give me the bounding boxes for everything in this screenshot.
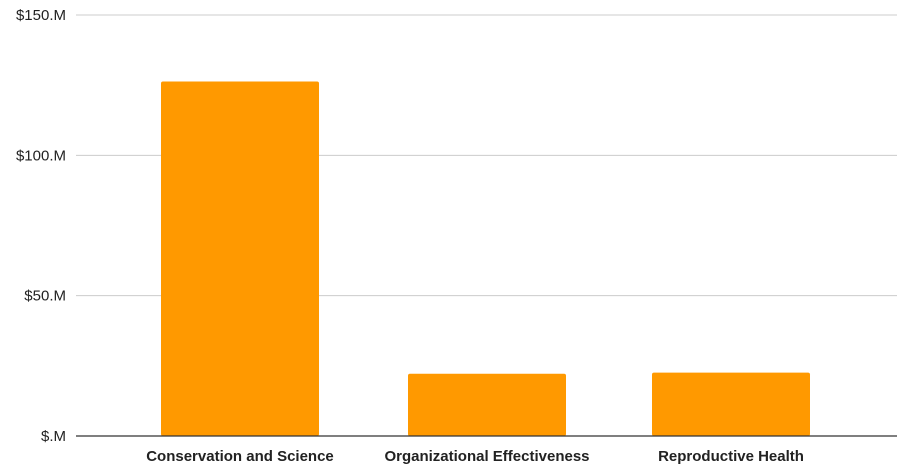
bars (161, 81, 810, 436)
bar (408, 373, 566, 436)
y-tick-label: $.M (41, 428, 66, 445)
y-tick-label: $50.M (24, 288, 66, 305)
x-category-label: Conservation and Science (146, 448, 334, 465)
x-axis-category-labels: Conservation and Science Organizational E… (146, 448, 804, 465)
y-tick-label: $100.M (16, 147, 66, 164)
y-tick-label: $150.M (16, 7, 66, 24)
x-category-label: Organizational Effectiveness (384, 448, 589, 465)
bar (652, 372, 810, 436)
bar (161, 81, 319, 436)
y-axis-tick-labels: $.M $50.M $100.M $150.M (16, 7, 66, 445)
x-category-label: Reproductive Health (658, 448, 804, 465)
